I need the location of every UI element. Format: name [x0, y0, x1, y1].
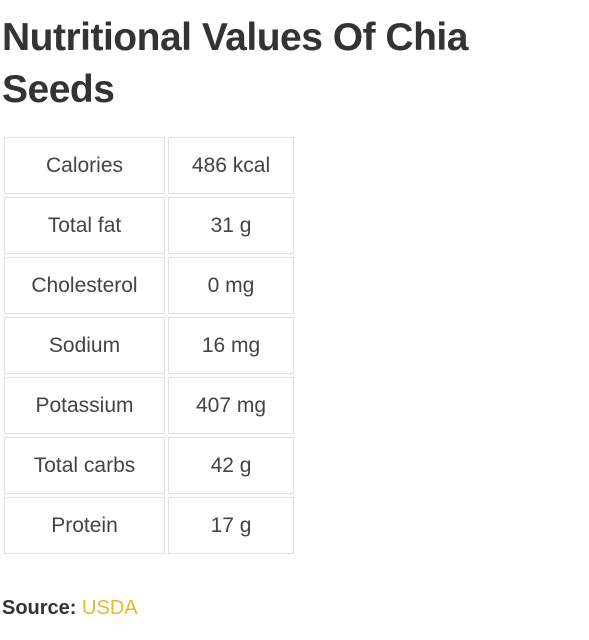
- nutrient-name: Protein: [4, 497, 165, 554]
- table-row: Total fat 31 g: [4, 197, 294, 254]
- source-link-usda[interactable]: USDA: [82, 597, 138, 619]
- nutrient-name: Sodium: [4, 317, 165, 374]
- source-line: Source: USDA: [2, 594, 138, 622]
- nutrient-value: 407 mg: [168, 377, 294, 434]
- page-title: Nutritional Values Of Chia Seeds: [2, 16, 468, 111]
- nutrient-name: Cholesterol: [4, 257, 165, 314]
- nutrient-value: 17 g: [168, 497, 294, 554]
- nutrient-name: Potassium: [4, 377, 165, 434]
- table-row: Total carbs 42 g: [4, 437, 294, 494]
- nutrition-table: Calories 486 kcal Total fat 31 g Cholest…: [1, 134, 297, 557]
- table-row: Sodium 16 mg: [4, 317, 294, 374]
- table-row: Protein 17 g: [4, 497, 294, 554]
- nutrient-name: Total carbs: [4, 437, 165, 494]
- nutrient-name: Total fat: [4, 197, 165, 254]
- table-row: Cholesterol 0 mg: [4, 257, 294, 314]
- table-row: Potassium 407 mg: [4, 377, 294, 434]
- source-label: Source:: [2, 597, 77, 619]
- nutrient-value: 42 g: [168, 437, 294, 494]
- nutrient-value: 31 g: [168, 197, 294, 254]
- nutrient-value: 0 mg: [168, 257, 294, 314]
- nutrient-value: 486 kcal: [168, 137, 294, 194]
- table-row: Calories 486 kcal: [4, 137, 294, 194]
- nutrient-value: 16 mg: [168, 317, 294, 374]
- nutrient-name: Calories: [4, 137, 165, 194]
